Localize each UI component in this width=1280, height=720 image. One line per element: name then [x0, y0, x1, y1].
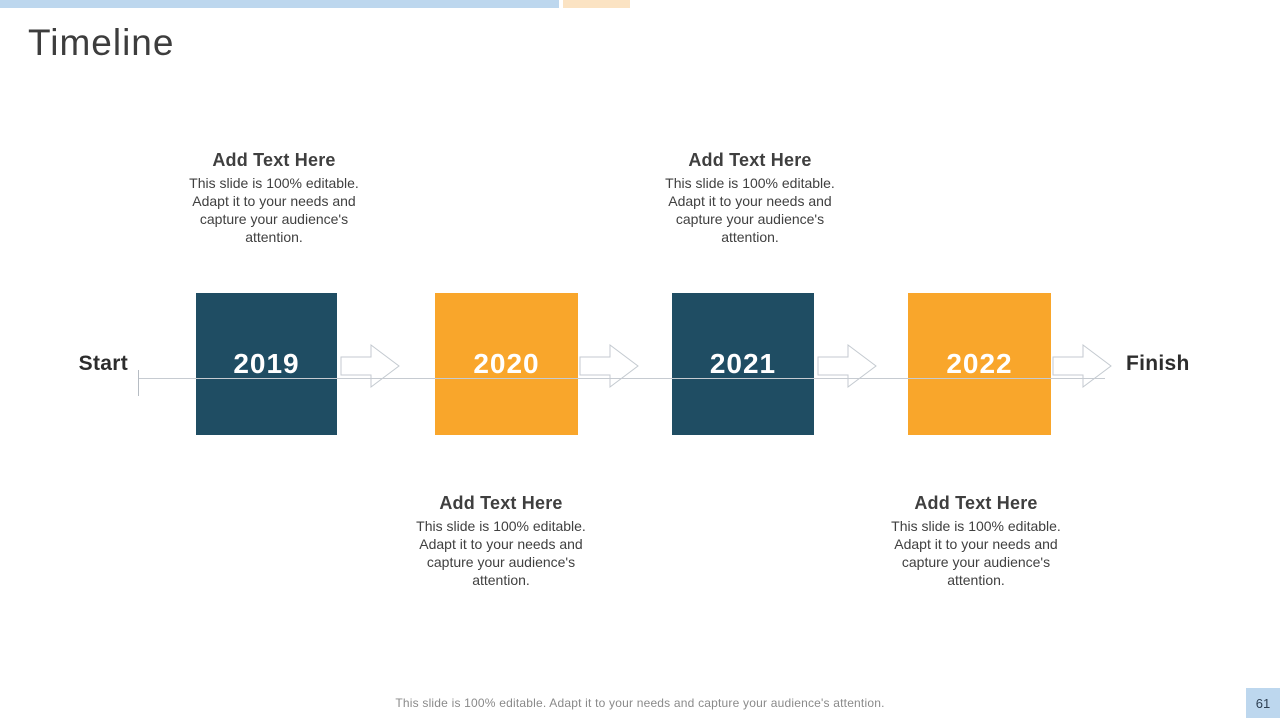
page-number-badge: 61 — [1246, 688, 1280, 718]
top-accent-blue-bar — [0, 0, 559, 8]
text-block-heading: Add Text Here — [914, 493, 1038, 513]
milestone-year-label: 2022 — [946, 348, 1013, 379]
milestone-box-2020: 2020 — [435, 293, 578, 435]
finish-label: Finish — [1126, 352, 1190, 375]
arrow-right-icon — [579, 344, 639, 388]
text-block-body: This slide is 100% editable. Adapt it to… — [189, 175, 359, 245]
start-label: Start — [78, 352, 128, 375]
arrow-right-icon — [1052, 344, 1112, 388]
text-block-body: This slide is 100% editable. Adapt it to… — [416, 518, 586, 588]
text-block-heading: Add Text Here — [688, 150, 812, 170]
timeline-line — [138, 378, 1105, 379]
arrow-right-icon — [817, 344, 877, 388]
text-block-below-2020: Add Text Here This slide is 100% editabl… — [405, 493, 597, 589]
milestone-year-label: 2020 — [473, 348, 540, 379]
text-block-heading: Add Text Here — [439, 493, 563, 513]
timeline-start-tick — [138, 370, 139, 396]
top-accent-orange-bar — [563, 0, 630, 8]
milestone-box-2022: 2022 — [908, 293, 1051, 435]
text-block-heading: Add Text Here — [212, 150, 336, 170]
arrow-right-icon — [340, 344, 400, 388]
text-block-below-2022: Add Text Here This slide is 100% editabl… — [880, 493, 1072, 589]
text-block-body: This slide is 100% editable. Adapt it to… — [665, 175, 835, 245]
slide-footer-note: This slide is 100% editable. Adapt it to… — [395, 696, 885, 710]
page-number: 61 — [1255, 695, 1271, 711]
text-block-above-2019: Add Text Here This slide is 100% editabl… — [178, 150, 370, 246]
milestone-box-2021: 2021 — [672, 293, 814, 435]
page-title: Timeline — [28, 22, 175, 63]
milestone-year-label: 2019 — [233, 348, 300, 379]
text-block-body: This slide is 100% editable. Adapt it to… — [891, 518, 1061, 588]
milestone-year-label: 2021 — [709, 348, 777, 379]
text-block-above-2021: Add Text Here This slide is 100% editabl… — [654, 150, 846, 246]
milestone-box-2019: 2019 — [196, 293, 337, 435]
